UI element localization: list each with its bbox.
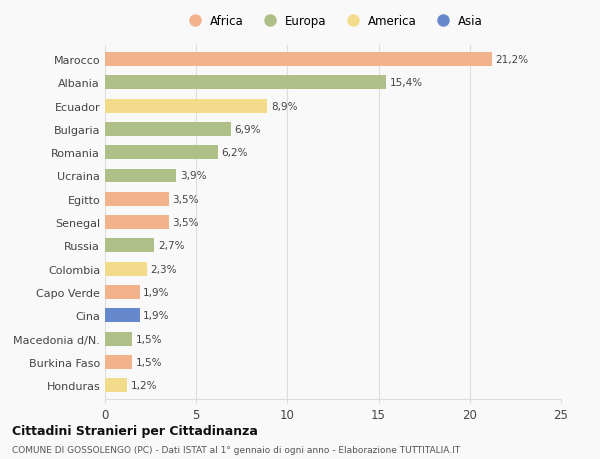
Bar [105, 216, 169, 230]
Bar [105, 53, 491, 67]
Legend: Africa, Europa, America, Asia: Africa, Europa, America, Asia [178, 11, 488, 33]
Bar [105, 169, 176, 183]
Bar [105, 378, 127, 392]
Text: 21,2%: 21,2% [496, 55, 529, 65]
Text: 2,3%: 2,3% [151, 264, 177, 274]
Bar [105, 146, 218, 160]
Bar [105, 100, 268, 113]
Text: 15,4%: 15,4% [389, 78, 422, 88]
Text: 1,5%: 1,5% [136, 334, 163, 344]
Bar [105, 355, 133, 369]
Text: 1,5%: 1,5% [136, 357, 163, 367]
Bar [105, 239, 154, 253]
Bar [105, 76, 386, 90]
Bar [105, 192, 169, 207]
Text: 1,9%: 1,9% [143, 311, 170, 321]
Bar [105, 123, 231, 137]
Bar [105, 332, 133, 346]
Text: COMUNE DI GOSSOLENGO (PC) - Dati ISTAT al 1° gennaio di ogni anno - Elaborazione: COMUNE DI GOSSOLENGO (PC) - Dati ISTAT a… [12, 445, 460, 454]
Text: 6,2%: 6,2% [222, 148, 248, 158]
Text: Cittadini Stranieri per Cittadinanza: Cittadini Stranieri per Cittadinanza [12, 425, 258, 437]
Bar [105, 308, 140, 323]
Text: 6,9%: 6,9% [235, 124, 261, 134]
Bar [105, 262, 147, 276]
Text: 1,9%: 1,9% [143, 287, 170, 297]
Text: 2,7%: 2,7% [158, 241, 184, 251]
Text: 8,9%: 8,9% [271, 101, 298, 112]
Text: 3,5%: 3,5% [172, 194, 199, 204]
Text: 3,9%: 3,9% [180, 171, 206, 181]
Bar [105, 285, 140, 299]
Text: 3,5%: 3,5% [172, 218, 199, 228]
Text: 1,2%: 1,2% [131, 381, 157, 390]
